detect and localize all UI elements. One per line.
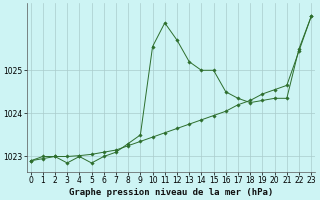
X-axis label: Graphe pression niveau de la mer (hPa): Graphe pression niveau de la mer (hPa) [69,188,273,197]
